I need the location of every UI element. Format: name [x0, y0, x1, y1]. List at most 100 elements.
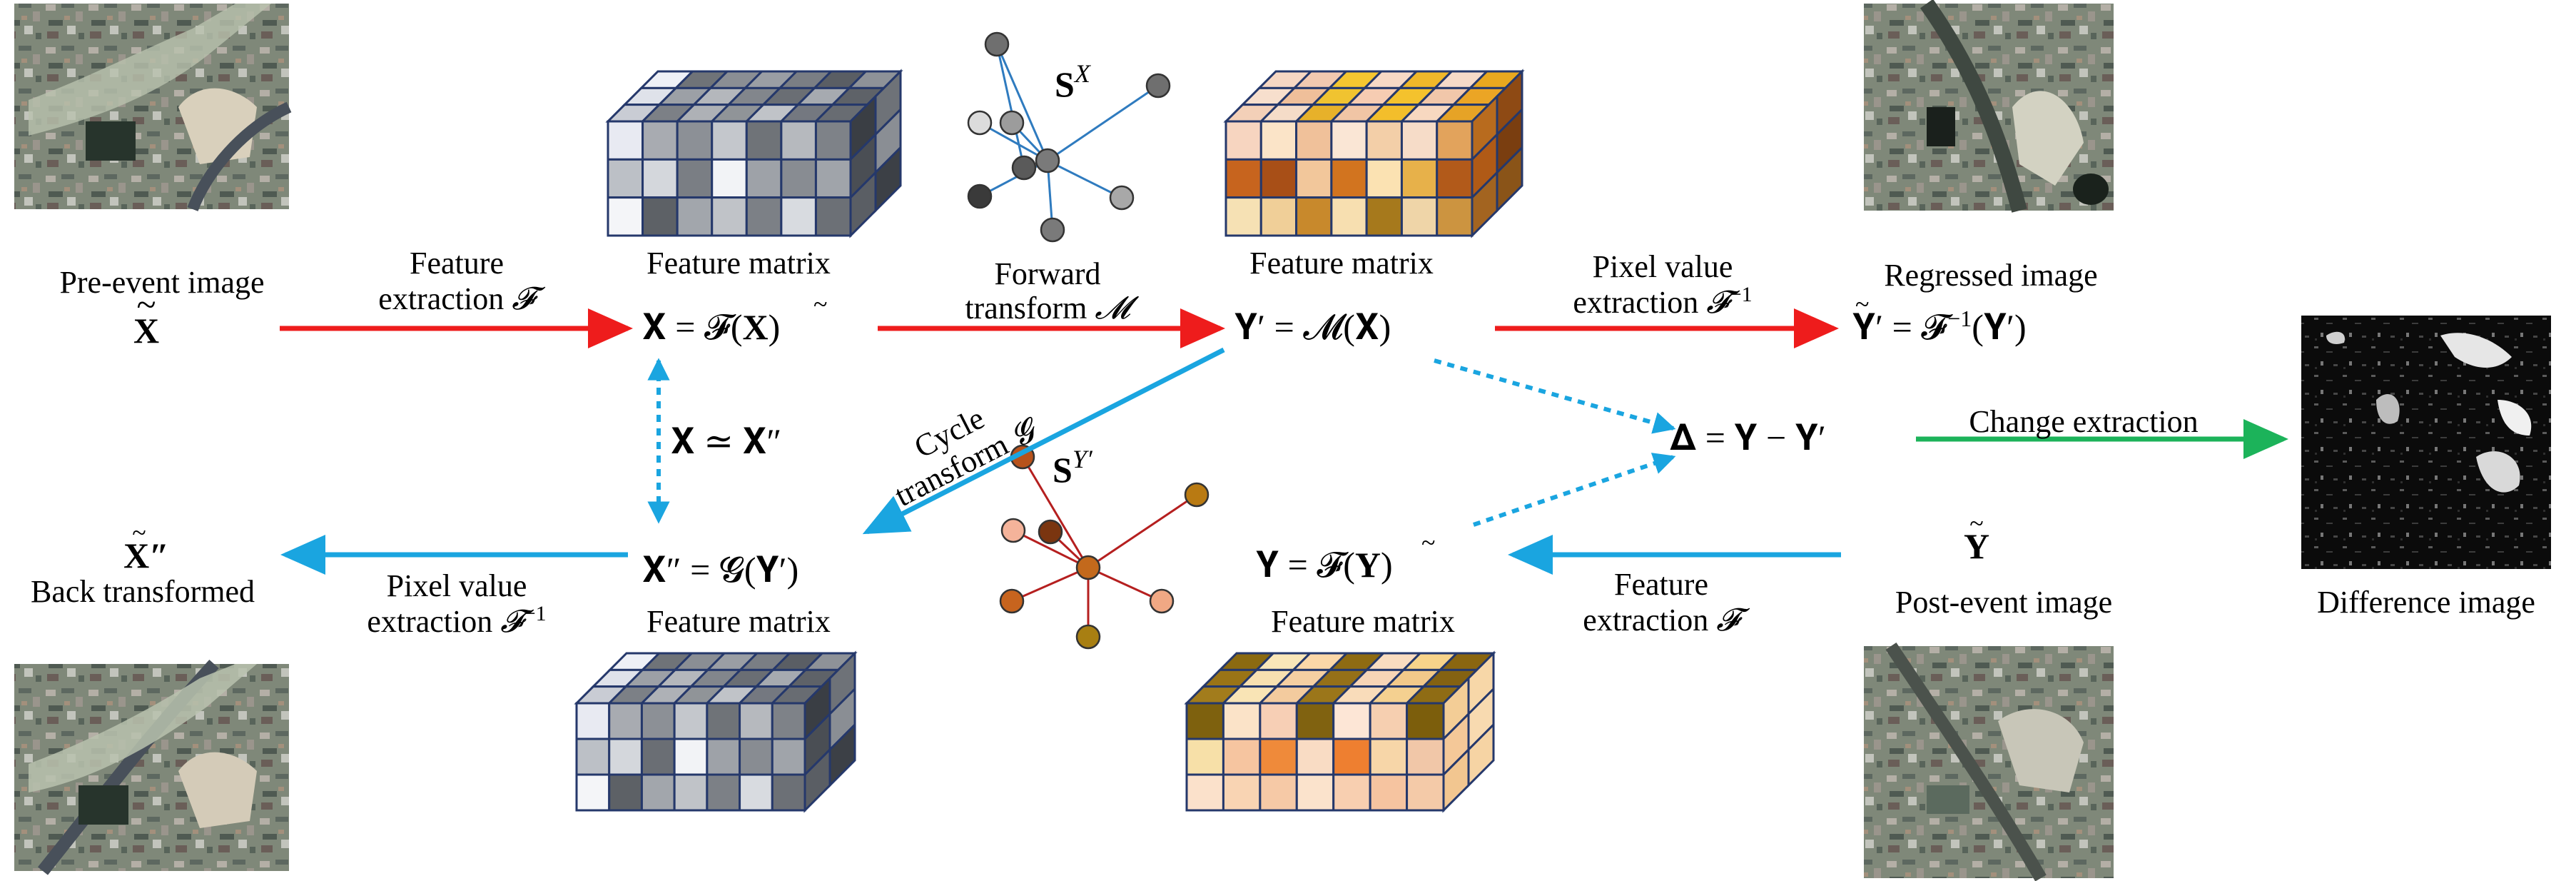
- graph-node: [1011, 155, 1037, 181]
- regressed-image: [1864, 0, 2114, 213]
- graph-edge: [995, 44, 1025, 168]
- graph-edge: [1021, 456, 1090, 568]
- cube-side-cell: [828, 722, 856, 788]
- eq-y-arg: Y: [1355, 545, 1381, 585]
- cube-front-cell: [711, 196, 748, 237]
- eq-regressed-rhs: = 𝓕: [1883, 307, 1953, 347]
- eq-y: 𝐘 = 𝓕(Y) ~: [1256, 528, 1435, 585]
- cube-front-cell: [1365, 158, 1403, 199]
- graph-edge: [1087, 566, 1162, 603]
- cube-front-cell: [608, 773, 643, 812]
- graph-node: [1000, 518, 1026, 543]
- cube-front-cell: [780, 196, 817, 237]
- cube-front-cell: [1406, 773, 1445, 812]
- cube-front-cell: [642, 158, 679, 199]
- graph-node: [1040, 217, 1065, 243]
- cube-front-cell: [575, 773, 611, 812]
- pixel-value-back-inverse: −1: [524, 602, 547, 625]
- cube-front-cell: [771, 702, 806, 740]
- eq-regressed-text: 𝐘′ = 𝓕−1(𝐘′): [1852, 306, 2027, 347]
- cube-front-cell: [1400, 196, 1439, 237]
- eq-regressed-tilde: ~: [1855, 290, 1869, 318]
- cube-front-cell: [676, 120, 714, 161]
- eq-y-text: 𝐘 = 𝓕(Y): [1256, 545, 1393, 585]
- cube-front-cell: [1259, 196, 1298, 237]
- cube-front-cell: [575, 737, 611, 776]
- y-tilde-label: Y ~: [1964, 509, 1989, 566]
- cycle-transform-label: Cycle transform 𝓖: [889, 401, 1045, 513]
- eq-x: 𝐗 = 𝓕(X) ~: [642, 290, 827, 347]
- graph-node: [999, 588, 1025, 614]
- tilde-mark: ~: [136, 284, 156, 324]
- eq-regressed: 𝐘′ = 𝓕−1(𝐘′) ~: [1852, 290, 2027, 347]
- eq-y-close: ): [1381, 545, 1393, 585]
- graph-center-node: [1035, 148, 1060, 173]
- s-y-sup: Y′: [1073, 445, 1093, 473]
- cube-front-cell: [711, 158, 748, 199]
- cube-front-cell: [1295, 120, 1333, 161]
- cube-front-cell: [771, 773, 806, 812]
- graph-node: [967, 183, 993, 209]
- cube-front-cell: [642, 120, 679, 161]
- cube-front-cell: [640, 737, 676, 776]
- cube-front-cell: [739, 702, 774, 740]
- eq-x-lhs: 𝐗 = 𝓕(: [642, 307, 743, 347]
- cube-front-cell: [1222, 702, 1262, 740]
- cube-front-cell: [673, 737, 709, 776]
- pixel-value-back-label-2: extraction 𝓕−1: [367, 602, 546, 640]
- pixel-value-text: extraction: [1573, 285, 1698, 320]
- cube-front-cell: [1295, 702, 1335, 740]
- cube-front-cell: [1365, 196, 1403, 237]
- cube-side-cell: [874, 145, 902, 213]
- x-tilde-label: X ~: [133, 284, 159, 351]
- feature-extraction-y-symbol: 𝓕: [1716, 603, 1750, 638]
- pixel-value-inverse: −1: [1730, 283, 1753, 306]
- s-y-label: SY′: [1053, 445, 1093, 490]
- cube-front-cell: [1330, 158, 1368, 199]
- difference-image: [2301, 316, 2551, 569]
- cube-front-cell: [814, 196, 852, 237]
- cube-front-cell: [1332, 737, 1371, 776]
- cube-front-cell: [1259, 120, 1298, 161]
- graph-edge: [1047, 84, 1159, 162]
- cube-front-cell: [1369, 773, 1409, 812]
- eq-regressed-lhs: 𝐘′: [1852, 307, 1883, 347]
- arrows: [280, 308, 2288, 575]
- forward-label-2: transform 𝓜: [965, 291, 1139, 326]
- graph-node: [967, 110, 993, 136]
- eq-x-arg: X: [743, 307, 769, 347]
- forward-text: transform: [965, 291, 1087, 326]
- cube-front-cell: [1295, 773, 1335, 812]
- eq-xdd: 𝐗″ = 𝓖(𝐘′): [642, 550, 798, 590]
- graph-edge: [1047, 159, 1122, 199]
- cube-front-cell: [1406, 737, 1445, 776]
- back-transformed-label: Back transformed: [31, 574, 255, 609]
- forward-label-1: Forward: [994, 256, 1100, 291]
- cube-front-cell: [1330, 120, 1368, 161]
- feature-matrix-cube-x: [605, 69, 903, 238]
- back-transformed-image: [14, 659, 289, 875]
- cube-front-cell: [739, 773, 774, 812]
- feature-matrix-label-y: Feature matrix: [1271, 604, 1455, 639]
- x-dd-tilde-mark: ~: [132, 518, 146, 547]
- graph-s-x: [967, 31, 1171, 243]
- cube-front-cell: [1369, 737, 1409, 776]
- eq-x-tilde: ~: [813, 290, 827, 318]
- s-x-sup: X: [1073, 59, 1092, 88]
- feature-matrix-cube-yprime: [1223, 69, 1525, 238]
- cube-side-cell: [1467, 722, 1495, 788]
- eq-y-lhs: 𝐘 = 𝓕(: [1256, 545, 1355, 585]
- cube-front-cell: [1185, 702, 1224, 740]
- pixel-value-label-1: Pixel value: [1593, 249, 1733, 284]
- cube-front-cell: [608, 737, 643, 776]
- arrow-yprime-to-delta: [1434, 358, 1676, 434]
- cube-front-cell: [745, 120, 783, 161]
- eq-regressed-sup: −1: [1947, 306, 1972, 331]
- feature-matrix-cube-y: [1184, 650, 1496, 813]
- graph-node: [1145, 73, 1171, 99]
- graph-node: [1075, 624, 1101, 650]
- cube-front-cell: [1222, 737, 1262, 776]
- cube-side-cell: [1496, 145, 1523, 213]
- eq-sim: 𝐗 ≃ 𝐗″: [671, 421, 781, 461]
- cube-front-cell: [711, 120, 748, 161]
